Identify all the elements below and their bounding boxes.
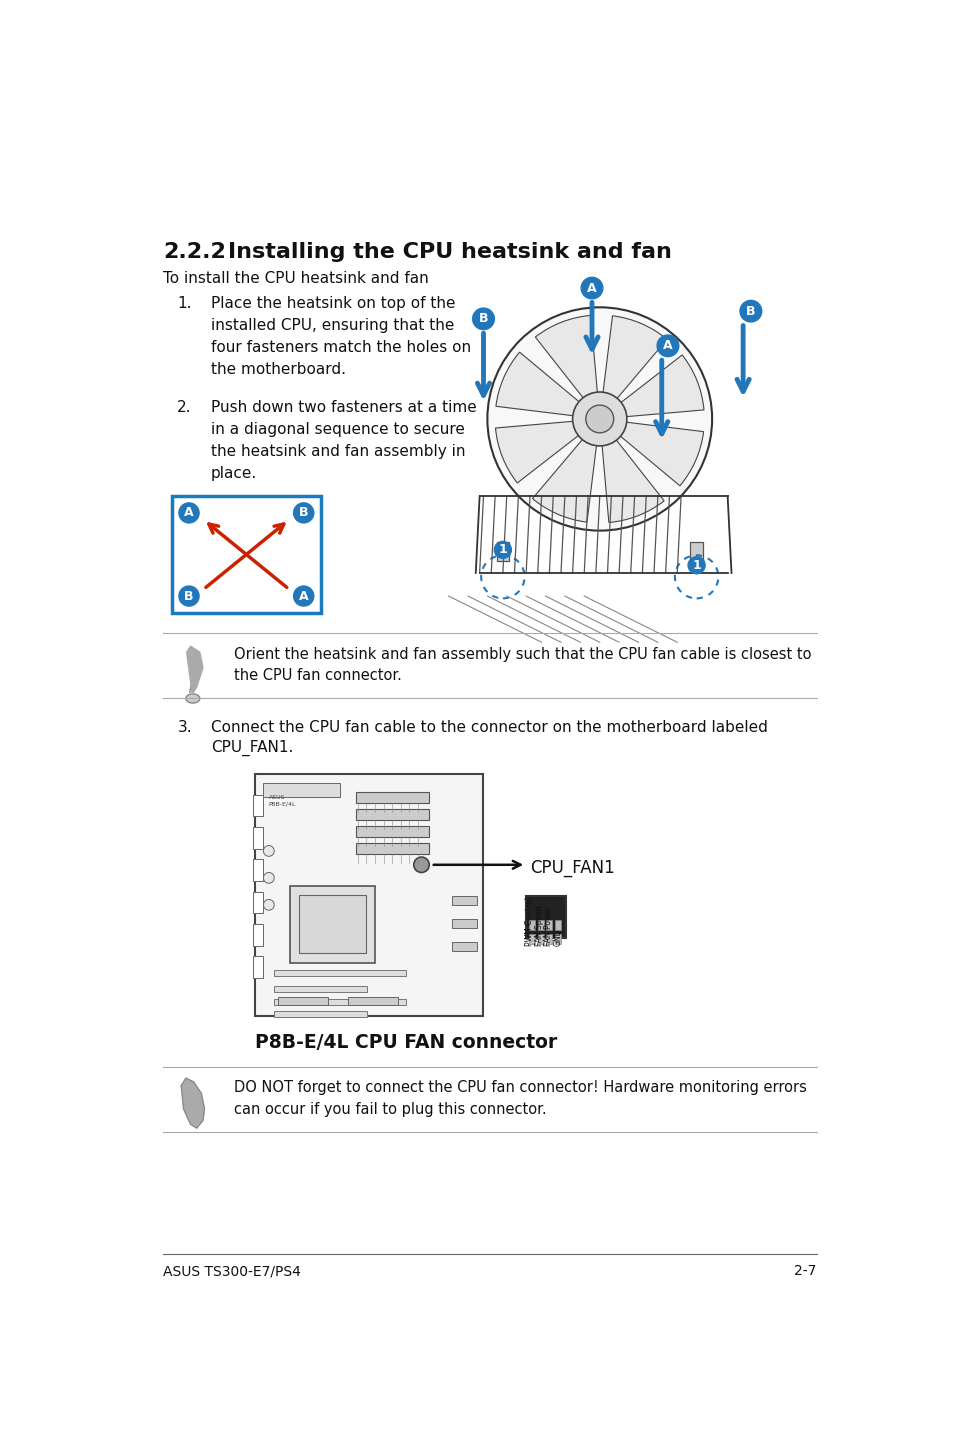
- Circle shape: [263, 873, 274, 883]
- Bar: [355, 843, 429, 854]
- Text: A: A: [298, 590, 308, 603]
- Bar: [172, 496, 320, 613]
- Circle shape: [572, 393, 626, 446]
- Text: 3.: 3.: [177, 720, 192, 735]
- Text: DO NOT forget to connect the CPU fan connector! Hardware monitoring errors
can o: DO NOT forget to connect the CPU fan con…: [233, 1080, 806, 1117]
- Polygon shape: [181, 1078, 204, 1129]
- Wedge shape: [532, 437, 597, 522]
- Text: A: A: [587, 282, 597, 295]
- Text: ASUS TS300-E7/PS4: ASUS TS300-E7/PS4: [163, 1264, 301, 1278]
- Text: B: B: [298, 506, 308, 519]
- Bar: [546, 920, 552, 930]
- Bar: [262, 784, 340, 797]
- Bar: [355, 792, 429, 804]
- Wedge shape: [601, 437, 663, 522]
- Text: 1.: 1.: [177, 296, 192, 311]
- Text: GND: GND: [553, 928, 562, 946]
- Wedge shape: [618, 355, 703, 417]
- Circle shape: [494, 541, 511, 558]
- Circle shape: [740, 301, 760, 322]
- Circle shape: [585, 406, 613, 433]
- Bar: [555, 935, 560, 945]
- Bar: [253, 827, 262, 848]
- Bar: [274, 999, 406, 1005]
- Text: 1: 1: [692, 559, 700, 572]
- Bar: [537, 935, 543, 945]
- Circle shape: [580, 278, 602, 299]
- Bar: [355, 827, 429, 837]
- Bar: [497, 542, 509, 561]
- Text: Connect the CPU fan cable to the connector on the motherboard labeled: Connect the CPU fan cable to the connect…: [211, 720, 767, 735]
- Bar: [355, 810, 429, 820]
- Wedge shape: [495, 421, 580, 483]
- Bar: [274, 985, 367, 992]
- Text: Orient the heatsink and fan assembly such that the CPU fan cable is closest to
t: Orient the heatsink and fan assembly suc…: [233, 647, 811, 683]
- Circle shape: [263, 846, 274, 856]
- Circle shape: [657, 335, 679, 357]
- Wedge shape: [602, 316, 666, 401]
- Text: 2-7: 2-7: [794, 1264, 816, 1278]
- Bar: [452, 942, 476, 951]
- Bar: [253, 956, 262, 978]
- Bar: [529, 920, 535, 930]
- Bar: [348, 997, 397, 1005]
- Bar: [690, 542, 702, 561]
- Wedge shape: [496, 352, 581, 416]
- Bar: [278, 997, 328, 1005]
- Text: 2.2.2: 2.2.2: [163, 242, 226, 262]
- Bar: [253, 892, 262, 913]
- Bar: [452, 896, 476, 905]
- Circle shape: [179, 587, 199, 605]
- Text: 1: 1: [498, 544, 507, 557]
- Bar: [253, 795, 262, 817]
- Text: CPU_FAN1: CPU_FAN1: [530, 858, 614, 877]
- Text: Place the heatsink on top of the
installed CPU, ensuring that the
four fasteners: Place the heatsink on top of the install…: [211, 296, 471, 377]
- Bar: [298, 894, 365, 953]
- Text: B: B: [184, 590, 193, 603]
- Text: CPU_FAN1.: CPU_FAN1.: [211, 741, 293, 756]
- Bar: [555, 920, 560, 930]
- Text: FAN Power: FAN Power: [543, 906, 553, 946]
- Circle shape: [263, 899, 274, 910]
- Circle shape: [472, 308, 494, 329]
- Bar: [254, 774, 483, 1017]
- Circle shape: [294, 587, 314, 605]
- Text: Push down two fasteners at a time
in a diagonal sequence to secure
the heatsink : Push down two fasteners at a time in a d…: [211, 400, 476, 482]
- Bar: [525, 896, 566, 938]
- Text: P8B-E/4L CPU FAN connector: P8B-E/4L CPU FAN connector: [254, 1034, 557, 1053]
- Text: B: B: [745, 305, 755, 318]
- Circle shape: [414, 857, 429, 873]
- Text: A: A: [662, 339, 672, 352]
- Text: Installing the CPU heatsink and fan: Installing the CPU heatsink and fan: [228, 242, 671, 262]
- Bar: [274, 971, 406, 976]
- Text: To install the CPU heatsink and fan: To install the CPU heatsink and fan: [163, 272, 429, 286]
- Circle shape: [487, 308, 711, 531]
- Bar: [452, 919, 476, 928]
- Bar: [274, 1011, 367, 1017]
- Bar: [253, 860, 262, 881]
- Wedge shape: [535, 315, 598, 401]
- Text: PWM Control: PWM Control: [525, 897, 534, 946]
- Bar: [546, 935, 552, 945]
- Ellipse shape: [186, 695, 199, 703]
- Bar: [253, 925, 262, 946]
- Wedge shape: [617, 421, 703, 486]
- Text: FAN Speed: FAN Speed: [535, 905, 543, 946]
- Circle shape: [179, 503, 199, 523]
- Bar: [529, 935, 535, 945]
- Text: A: A: [184, 506, 193, 519]
- Bar: [290, 886, 375, 962]
- Circle shape: [687, 557, 704, 574]
- Polygon shape: [187, 646, 203, 695]
- Bar: [537, 920, 543, 930]
- Text: B: B: [478, 312, 488, 325]
- Circle shape: [294, 503, 314, 523]
- Text: 2.: 2.: [177, 400, 192, 414]
- Text: ASUS
P8B-E/4L: ASUS P8B-E/4L: [269, 795, 296, 807]
